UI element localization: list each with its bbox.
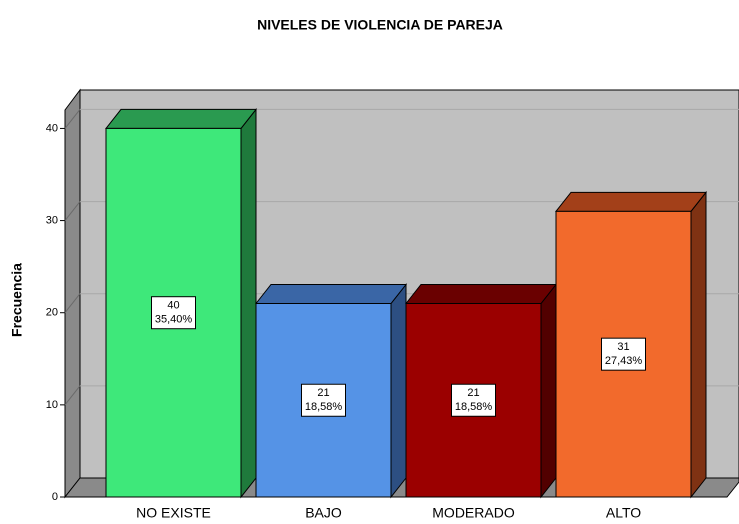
bar-side — [690, 190, 707, 499]
data-label-percent: 27,43% — [605, 355, 643, 367]
bar-top — [254, 284, 408, 304]
data-label: 21 18,58% — [301, 383, 346, 417]
x-tick-label: ALTO — [606, 505, 641, 521]
data-label: 21 18,58% — [451, 383, 496, 417]
bar-side — [240, 107, 257, 499]
bar-side — [540, 283, 557, 499]
chart-title: NIVELES DE VIOLENCIA DE PAREJA — [257, 17, 503, 33]
y-tick-label: 40 — [46, 122, 58, 134]
data-label-count: 31 — [617, 341, 629, 353]
data-label-percent: 18,58% — [455, 401, 493, 413]
y-tick-label: 10 — [46, 399, 58, 411]
side-wall — [64, 88, 81, 499]
data-label-box — [151, 296, 196, 330]
data-label-box — [301, 383, 346, 417]
grid-line — [64, 109, 81, 129]
grid-line — [64, 293, 81, 314]
data-label: 31 27,43% — [601, 337, 646, 371]
y-tick-label: 20 — [46, 307, 58, 319]
y-tick-label: 30 — [46, 214, 58, 226]
data-label-count: 40 — [167, 300, 179, 312]
data-label-box — [601, 337, 646, 371]
bar-side — [390, 283, 407, 499]
data-label-count: 21 — [467, 387, 479, 399]
grid-line — [64, 201, 81, 221]
data-label-count: 21 — [317, 387, 329, 399]
bar-top — [554, 191, 708, 212]
x-tick-label: NO EXISTE — [136, 505, 211, 521]
bar — [255, 303, 392, 498]
y-tick-label: 0 — [52, 491, 58, 503]
bar-top — [404, 284, 558, 304]
y-axis-label: Frecuencia — [9, 263, 25, 337]
data-label: 40 35,40% — [151, 296, 196, 330]
x-tick-label: MODERADO — [432, 505, 515, 521]
data-label-percent: 18,58% — [305, 401, 343, 413]
grid-line — [64, 385, 81, 406]
data-label-percent: 35,40% — [155, 314, 193, 326]
x-tick-label: BAJO — [305, 505, 342, 521]
bar-top — [104, 108, 258, 129]
data-label-box — [451, 383, 496, 417]
